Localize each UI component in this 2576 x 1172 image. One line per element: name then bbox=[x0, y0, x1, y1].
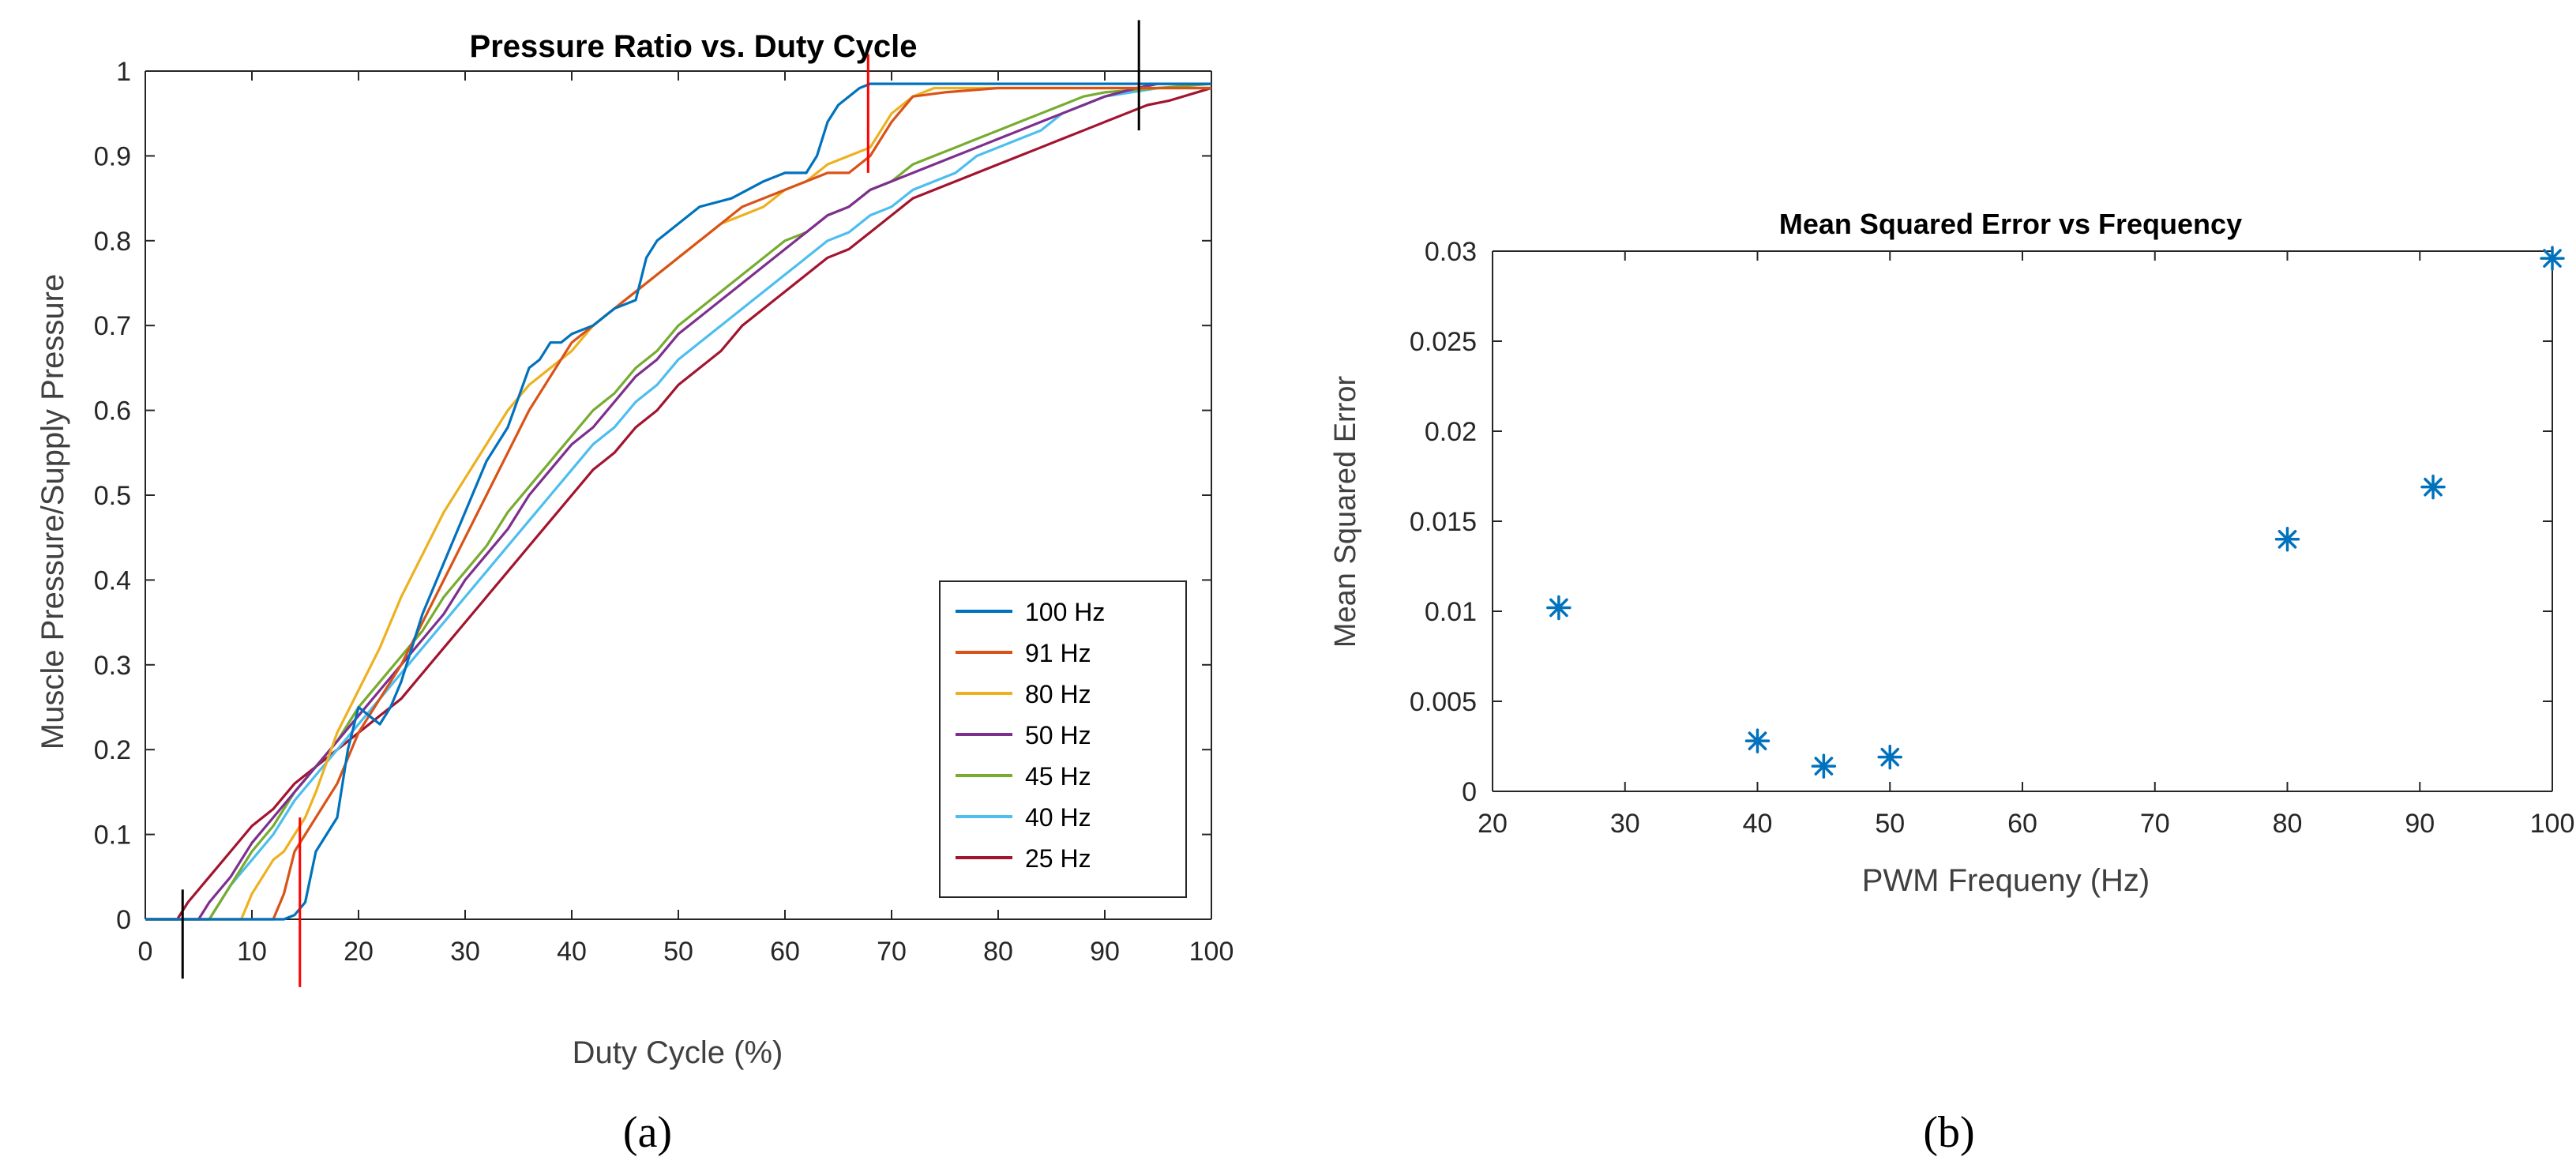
y-tick-label: 1 bbox=[116, 57, 131, 87]
y-tick-label: 0.7 bbox=[94, 311, 131, 341]
y-tick-label: 0.5 bbox=[94, 481, 131, 511]
asterisk-stroke bbox=[1549, 598, 1568, 618]
y-tick-label: 0.005 bbox=[1410, 687, 1477, 717]
x-tick-label: 30 bbox=[450, 937, 480, 967]
asterisk-stroke bbox=[1748, 731, 1767, 750]
x-axis-label: PWM Frequeny (Hz) bbox=[1862, 863, 2150, 898]
y-tick-label: 0.02 bbox=[1425, 417, 1477, 447]
x-tick-label: 50 bbox=[663, 937, 693, 967]
x-tick-label: 40 bbox=[1743, 809, 1773, 839]
legend-entry: 45 Hz bbox=[1025, 762, 1091, 791]
x-tick-label: 70 bbox=[2140, 809, 2170, 839]
asterisk-stroke bbox=[1880, 747, 1900, 767]
legend-box bbox=[939, 580, 1187, 898]
x-tick-label: 70 bbox=[877, 937, 907, 967]
asterisk-stroke bbox=[1814, 757, 1834, 776]
series-line-100-hz bbox=[145, 82, 1211, 921]
data-point-asterisk bbox=[1877, 744, 1902, 770]
data-points bbox=[1546, 246, 2565, 779]
panel-label-b: (b) bbox=[1923, 1108, 1974, 1157]
y-tick-label: 0.3 bbox=[94, 651, 131, 681]
asterisk-stroke bbox=[2277, 529, 2297, 549]
axis-ticks: 20 30 40 50 60 70 80 90 100 0 0.005 0.01 0.015 0.02 0.… bbox=[1410, 237, 2574, 839]
x-tick-label: 100 bbox=[2530, 809, 2575, 839]
data-point-asterisk bbox=[2540, 246, 2565, 271]
legend: 100 Hz 91 Hz 80 Hz 50 Hz 45 Hz 40 Hz 25 Hz bbox=[939, 580, 1187, 898]
data-point-asterisk bbox=[1546, 595, 1572, 621]
legend-entry: 100 Hz bbox=[1025, 598, 1105, 626]
y-tick-label: 0 bbox=[1462, 777, 1477, 807]
x-tick-label: 90 bbox=[2405, 809, 2435, 839]
axes-frame bbox=[1492, 250, 2553, 792]
axis-ticks: 0 10 20 30 40 50 60 70 80 90 100 0 0.1 0.2 0.3 0.4 0.5 0.… bbox=[94, 57, 1234, 967]
legend-entry: 91 Hz bbox=[1025, 639, 1091, 667]
x-tick-label: 60 bbox=[770, 937, 800, 967]
legend-entry: 40 Hz bbox=[1025, 803, 1091, 832]
y-tick-label: 0.015 bbox=[1410, 507, 1477, 537]
y-tick-label: 0.8 bbox=[94, 227, 131, 257]
chart-mse: 20 30 40 50 60 70 80 90 100 0 0.005 0.01 0.015 0.02 0.… bbox=[1329, 208, 2574, 1157]
y-axis-label: Mean Squared Error bbox=[1329, 376, 1362, 648]
x-tick-label: 80 bbox=[983, 937, 1013, 967]
x-tick-label: 30 bbox=[1610, 809, 1640, 839]
y-tick-label: 0.6 bbox=[94, 396, 131, 426]
plot-area bbox=[1493, 251, 2552, 791]
legend-entry: 25 Hz bbox=[1025, 844, 1091, 873]
y-tick-label: 0 bbox=[116, 905, 131, 935]
y-axis-label: Muscle Pressure/Supply Pressure bbox=[36, 274, 70, 749]
x-axis-label: Duty Cycle (%) bbox=[573, 1035, 783, 1070]
series-line-40-hz bbox=[145, 86, 1211, 921]
legend-entry: 80 Hz bbox=[1025, 680, 1091, 708]
x-tick-label: 20 bbox=[1478, 809, 1508, 839]
data-point-asterisk bbox=[1811, 753, 1837, 779]
y-tick-label: 0.4 bbox=[94, 565, 131, 595]
x-tick-label: 10 bbox=[237, 937, 267, 967]
x-tick-label: 100 bbox=[1189, 937, 1234, 967]
asterisk-stroke bbox=[2424, 477, 2443, 497]
x-tick-label: 20 bbox=[344, 937, 374, 967]
data-point-asterisk bbox=[2420, 474, 2446, 500]
data-point-asterisk bbox=[1744, 728, 1771, 753]
x-tick-label: 50 bbox=[1875, 809, 1905, 839]
y-tick-label: 0.025 bbox=[1410, 327, 1477, 357]
data-point-asterisk bbox=[2274, 527, 2300, 552]
asterisk-stroke bbox=[2543, 249, 2562, 268]
x-tick-label: 80 bbox=[2273, 809, 2303, 839]
chart-title: Mean Squared Error vs Frequency bbox=[1779, 208, 2242, 240]
y-tick-label: 0.01 bbox=[1425, 597, 1477, 627]
legend-entry: 50 Hz bbox=[1025, 721, 1091, 749]
chart-title: Pressure Ratio vs. Duty Cycle bbox=[470, 29, 918, 64]
x-tick-label: 60 bbox=[2007, 809, 2037, 839]
chart-pressure-ratio: 0 10 20 30 40 50 60 70 80 90 100 0 0.1 0.2 0.3 0.4 0.5 0.… bbox=[36, 20, 1234, 1157]
x-tick-label: 40 bbox=[557, 937, 587, 967]
series-lines bbox=[145, 82, 1212, 921]
marker-lines bbox=[181, 20, 1140, 987]
y-tick-label: 0.03 bbox=[1425, 237, 1477, 267]
x-tick-label: 0 bbox=[138, 937, 153, 967]
y-tick-label: 0.1 bbox=[94, 821, 131, 851]
panel-label-a: (a) bbox=[623, 1108, 672, 1157]
x-tick-label: 90 bbox=[1090, 937, 1120, 967]
y-tick-label: 0.2 bbox=[94, 735, 131, 765]
y-tick-label: 0.9 bbox=[94, 141, 131, 171]
